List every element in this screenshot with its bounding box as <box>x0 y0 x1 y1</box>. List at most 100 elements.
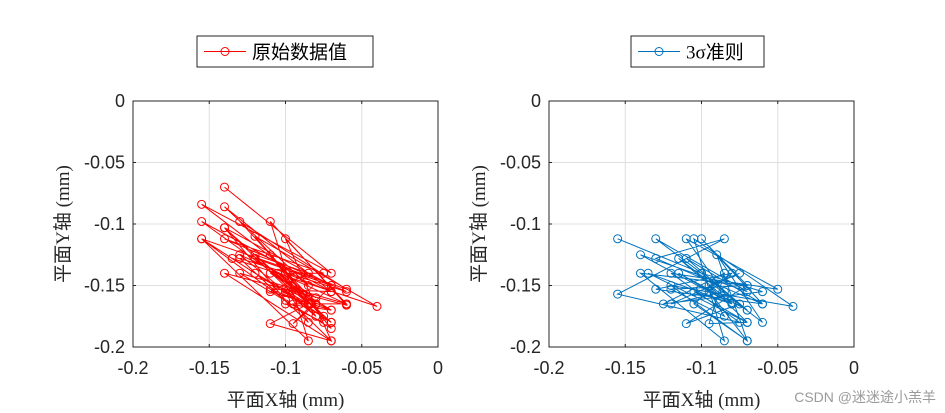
y-tick-label-original: -0.05 <box>84 153 125 173</box>
y-tick-label-original: -0.2 <box>94 337 125 357</box>
data-point-original <box>281 295 290 305</box>
data-point-3-sigma <box>712 250 722 260</box>
data-point-original <box>220 268 229 278</box>
grid-lines-3-sigma <box>548 100 855 348</box>
data-point-original <box>303 268 313 278</box>
y-tick-label-original: -0.1 <box>94 214 125 234</box>
x-tick-label-original: -0.05 <box>341 358 382 378</box>
data-point-3-sigma <box>666 299 676 309</box>
data-point-3-sigma <box>689 287 699 297</box>
data-point-original <box>235 253 245 263</box>
data-point-original <box>342 299 351 309</box>
data-point-original <box>265 287 275 297</box>
data-point-original <box>250 253 260 263</box>
data-point-original <box>220 182 229 192</box>
chart-original-data: -0.2 -0.15 -0.1 -0.05 0 0 -0.05 -0.1 -0.15 -0.2 平… <box>52 35 443 411</box>
data-point-3-sigma <box>681 253 691 263</box>
grid-lines-original <box>132 100 439 348</box>
data-point-3-sigma <box>742 305 752 315</box>
y-tick-label-3-sigma: 0 <box>531 91 541 111</box>
data-point-3-sigma <box>674 268 684 278</box>
y-tick-label-3-sigma: -0.1 <box>510 214 541 234</box>
data-point-original <box>220 202 229 212</box>
legend-label-3-sigma: 3σ准则 <box>686 42 744 64</box>
data-point-3-sigma <box>689 234 699 244</box>
data-point-3-sigma <box>719 287 729 297</box>
x-tick-label-original: -0.2 <box>117 358 148 378</box>
series-line-3-sigma <box>616 237 794 343</box>
y-tick-label-3-sigma: -0.15 <box>500 276 541 296</box>
data-point-original <box>372 301 382 311</box>
watermark: CSDN @迷迷途小羔羊 <box>794 389 936 405</box>
data-point-original <box>326 305 336 315</box>
x-tick-label-3-sigma: -0.15 <box>605 358 646 378</box>
data-point-3-sigma <box>704 287 714 297</box>
data-point-original <box>235 217 245 227</box>
data-point-original <box>220 223 229 233</box>
data-point-original <box>319 317 329 327</box>
data-point-original <box>326 324 336 334</box>
data-point-3-sigma <box>719 311 729 321</box>
data-point-original <box>288 319 298 329</box>
data-point-original <box>250 250 260 260</box>
data-point-original <box>303 336 313 346</box>
data-point-3-sigma <box>742 281 752 290</box>
data-point-3-sigma <box>643 268 653 278</box>
data-point-3-sigma <box>689 299 699 309</box>
data-point-original <box>281 287 290 297</box>
x-tick-label-3-sigma: -0.05 <box>757 358 798 378</box>
series-3-sigma <box>613 234 798 346</box>
data-point-3-sigma <box>697 268 706 278</box>
legend-label-original: 原始数据值 <box>252 42 347 64</box>
data-point-original <box>235 268 245 278</box>
data-point-3-sigma <box>704 319 714 329</box>
data-point-3-sigma <box>758 317 767 327</box>
data-point-original <box>311 293 321 303</box>
data-point-3-sigma <box>636 250 645 260</box>
y-tick-label-3-sigma: -0.05 <box>500 153 541 173</box>
y-axis-label-3-sigma: 平面Y轴 (mm) <box>468 165 490 283</box>
y-tick-label-original: -0.15 <box>84 276 125 296</box>
x-tick-label-original: 0 <box>433 358 443 378</box>
legend-3-sigma: 3σ准则 <box>630 35 765 68</box>
y-tick-label-original: 0 <box>115 91 125 111</box>
legend-original-data: 原始数据值 <box>196 35 374 68</box>
legend-marker-original <box>220 47 230 56</box>
data-point-original <box>265 284 275 294</box>
data-point-3-sigma <box>681 319 691 329</box>
data-point-3-sigma <box>773 284 783 294</box>
data-point-original <box>326 281 336 290</box>
data-point-original <box>281 284 290 294</box>
data-point-original <box>342 284 351 294</box>
data-point-original <box>265 250 275 260</box>
data-point-original <box>265 319 275 329</box>
x-tick-label-original: -0.1 <box>270 358 301 378</box>
x-axis-label-3-sigma: 平面X轴 (mm) <box>643 389 761 411</box>
data-point-original <box>319 268 329 278</box>
data-point-3-sigma <box>666 284 676 294</box>
data-point-3-sigma <box>727 299 737 309</box>
data-point-3-sigma <box>704 281 714 290</box>
data-point-original <box>326 336 336 346</box>
data-point-3-sigma <box>719 336 729 346</box>
data-point-original <box>220 234 229 244</box>
x-tick-label-3-sigma: 0 <box>849 358 859 378</box>
data-point-3-sigma <box>742 317 752 327</box>
data-point-3-sigma <box>719 234 729 244</box>
data-point-3-sigma <box>742 287 752 297</box>
series-line-original <box>201 186 378 343</box>
data-point-original <box>326 287 336 297</box>
tick-labels-3-sigma: -0.2 -0.15 -0.1 -0.05 0 0 -0.05 -0.1 -0.15 -0.2 <box>500 91 859 378</box>
data-point-original <box>250 231 260 241</box>
data-point-3-sigma <box>735 268 745 278</box>
y-axis-label-original: 平面Y轴 (mm) <box>52 165 74 283</box>
data-point-3-sigma <box>651 284 661 294</box>
data-point-original <box>342 287 351 297</box>
data-point-3-sigma <box>613 289 623 299</box>
data-point-3-sigma <box>651 253 661 263</box>
data-point-original <box>281 234 290 244</box>
data-point-original <box>281 299 290 309</box>
data-point-original <box>235 250 245 260</box>
data-point-original <box>197 199 207 209</box>
